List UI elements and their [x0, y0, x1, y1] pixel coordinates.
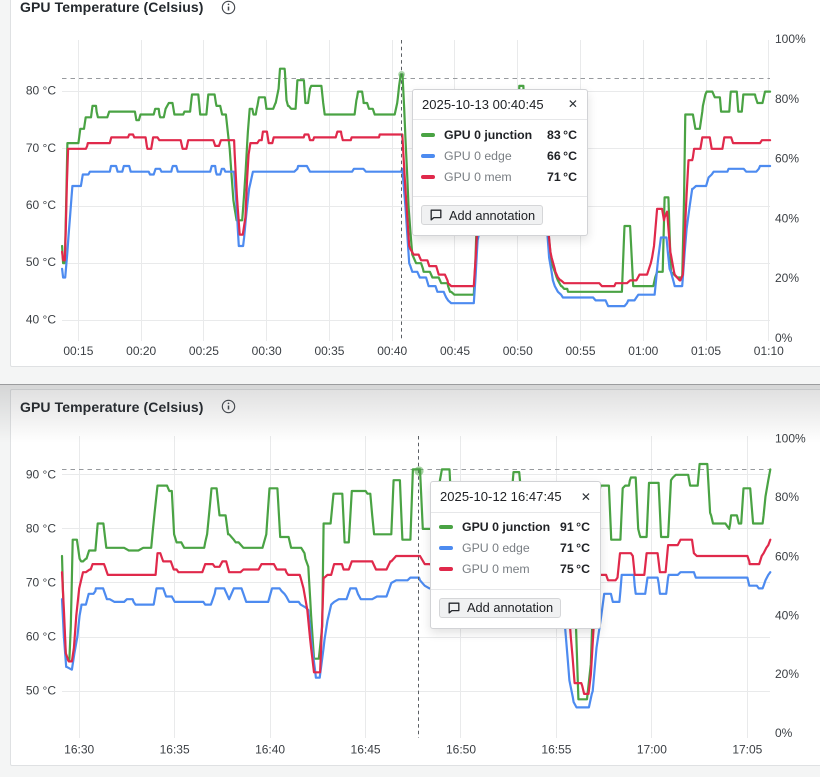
- svg-text:80 °C: 80 °C: [26, 521, 56, 535]
- svg-text:80%: 80%: [775, 92, 799, 106]
- svg-text:01:05: 01:05: [691, 344, 721, 358]
- svg-text:16:45: 16:45: [351, 743, 381, 757]
- svg-text:00:25: 00:25: [189, 344, 219, 358]
- svg-text:100%: 100%: [775, 32, 806, 46]
- svg-text:00:20: 00:20: [126, 344, 156, 358]
- svg-text:16:30: 16:30: [64, 743, 94, 757]
- svg-text:50 °C: 50 °C: [26, 255, 56, 269]
- svg-text:00:45: 00:45: [440, 344, 470, 358]
- svg-text:0%: 0%: [775, 331, 793, 345]
- svg-text:16:55: 16:55: [541, 743, 571, 757]
- svg-text:16:50: 16:50: [446, 743, 476, 757]
- svg-text:100%: 100%: [775, 431, 806, 445]
- svg-text:0%: 0%: [775, 726, 793, 740]
- svg-text:20%: 20%: [775, 271, 799, 285]
- svg-text:70 °C: 70 °C: [26, 576, 56, 590]
- svg-text:60%: 60%: [775, 152, 799, 166]
- svg-text:16:35: 16:35: [160, 743, 190, 757]
- svg-text:00:40: 00:40: [377, 344, 407, 358]
- svg-text:40%: 40%: [775, 608, 799, 622]
- svg-text:60 °C: 60 °C: [26, 198, 56, 212]
- svg-text:40%: 40%: [775, 211, 799, 225]
- svg-text:17:00: 17:00: [637, 743, 667, 757]
- svg-text:60%: 60%: [775, 550, 799, 564]
- svg-text:80 °C: 80 °C: [26, 84, 56, 98]
- svg-text:17:05: 17:05: [732, 743, 762, 757]
- svg-text:00:50: 00:50: [503, 344, 533, 358]
- svg-text:70 °C: 70 °C: [26, 141, 56, 155]
- svg-text:01:10: 01:10: [754, 344, 784, 358]
- svg-text:00:55: 00:55: [566, 344, 596, 358]
- svg-text:01:00: 01:00: [628, 344, 658, 358]
- svg-text:90 °C: 90 °C: [26, 467, 56, 481]
- svg-text:00:35: 00:35: [314, 344, 344, 358]
- svg-text:16:40: 16:40: [255, 743, 285, 757]
- svg-text:80%: 80%: [775, 490, 799, 504]
- svg-text:20%: 20%: [775, 667, 799, 681]
- svg-text:40 °C: 40 °C: [26, 312, 56, 326]
- svg-text:60 °C: 60 °C: [26, 630, 56, 644]
- svg-text:00:30: 00:30: [252, 344, 282, 358]
- svg-text:50 °C: 50 °C: [26, 684, 56, 698]
- svg-text:00:15: 00:15: [63, 344, 93, 358]
